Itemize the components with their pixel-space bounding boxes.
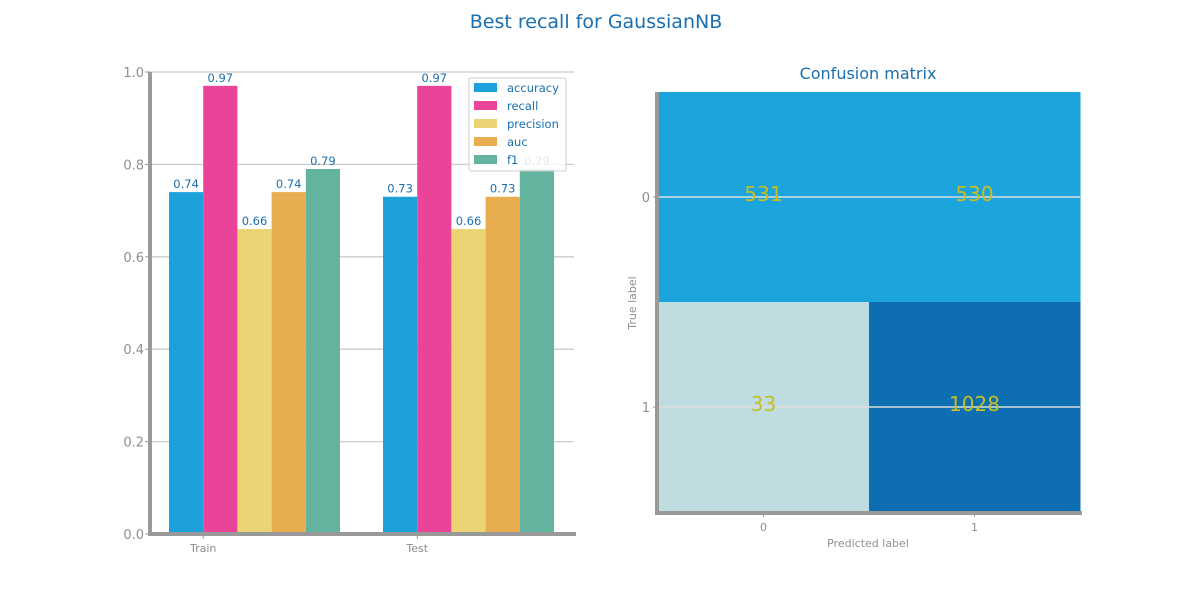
bar [169,192,204,534]
y-tick-label: 0 [642,191,650,206]
bar [203,85,238,535]
bar-chart-axes [148,72,576,536]
y-tick-label: 0.0 [123,528,144,543]
x-tick-label: 0 [760,521,767,534]
confusion-matrix-values: 531 530 33 1028 [744,182,1000,416]
y-tick-label: 0.6 [123,251,144,266]
legend-swatch [474,155,497,164]
cell-value: 33 [751,392,776,416]
cell-value: 531 [744,182,782,206]
bar-value-label: 0.66 [242,214,268,228]
bar-value-label: 0.97 [207,71,233,85]
legend-entry: accuracy [507,81,559,95]
bar [519,169,554,534]
bar-chart-y-ticks: 0.0 0.2 0.4 0.6 0.8 1.0 [123,66,150,543]
bar [271,192,306,534]
y-tick-label: 0.8 [123,158,144,173]
x-tick-label: Train [189,542,216,555]
confusion-matrix-axes [655,92,1082,515]
y-tick-label: 0.2 [123,436,144,451]
legend-swatch [474,101,497,110]
legend-entry: precision [507,117,559,131]
cell-value: 1028 [949,392,1000,416]
confusion-matrix-chart: Confusion matrix 531 530 33 1028 0 1 0 1 Predi… [626,64,1082,550]
x-axis-label: Predicted label [827,537,909,550]
bar-value-label: 0.66 [456,214,482,228]
legend-swatch [474,137,497,146]
legend-swatch [474,119,497,128]
bar-value-label: 0.74 [173,177,199,191]
legend-swatch [474,83,497,92]
bar-value-label: 0.73 [490,182,516,196]
bar-chart: 0.0 0.2 0.4 0.6 0.8 1.0 0.74 0.73 0.97 0.97 0.66 0… [123,66,576,555]
confusion-matrix-grid [658,196,1080,408]
bar-value-label: 0.79 [310,154,336,168]
x-tick-label: 1 [971,521,978,534]
y-tick-label: 1.0 [123,66,144,81]
bar-value-label: 0.97 [421,71,447,85]
chart-legend: accuracy recall precision auc f1 [468,77,567,172]
bar-value-label: 0.74 [276,177,302,191]
legend-entry: recall [507,99,538,113]
bar-chart-bars [169,85,554,535]
y-axis-label: True label [626,276,639,330]
x-tick-label: Test [405,542,428,555]
bar-value-label: 0.73 [387,182,413,196]
figure-title: Best recall for GaussianNB [470,11,722,33]
y-tick-label: 1 [642,401,650,416]
cell-value: 530 [955,182,993,206]
bar-chart-x-ticks: Train Test [189,534,429,555]
bar [417,85,452,535]
legend-entry: auc [507,135,528,149]
legend-entry: f1 [507,153,518,167]
y-tick-label: 0.4 [123,343,144,358]
bar [485,196,520,535]
bar [305,169,340,534]
bar [451,229,486,534]
bar [383,196,418,535]
confusion-matrix-cells [658,92,1081,513]
confusion-matrix-title: Confusion matrix [800,64,937,83]
bar [237,229,272,534]
